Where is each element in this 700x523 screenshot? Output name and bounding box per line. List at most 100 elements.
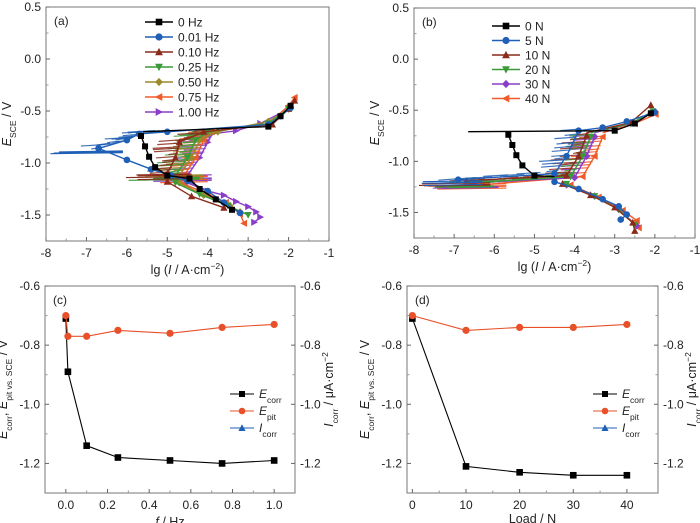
legend-label: 1.00 Hz [178, 106, 219, 120]
data-point [114, 326, 122, 334]
x-tick-label: -3 [609, 243, 620, 257]
noise-spike [159, 163, 174, 167]
y-right-tick-label: -1.0 [300, 397, 321, 411]
x-axis-title: Load / N [509, 512, 556, 523]
data-point [166, 457, 174, 464]
noise-spike [152, 147, 180, 151]
panel-c: 0.0 0.2 0.4 0.6 0.8 1.0 -0.6 -0.6 -0.8 -0.8 -1.0 -1… [0, 279, 340, 523]
data-point [204, 128, 212, 136]
ecorr-spike [59, 150, 123, 153]
y-tick-label: -1.0 [381, 397, 402, 411]
legend-marker [155, 63, 163, 72]
legend-marker [155, 77, 163, 87]
data-point [566, 173, 575, 181]
panel-label: (c) [53, 293, 67, 307]
plot-frame [406, 285, 659, 494]
data-point [83, 442, 90, 449]
data-point [516, 323, 524, 331]
data-point [563, 152, 570, 160]
data-point [519, 162, 526, 169]
noise-spike [573, 138, 596, 141]
data-point [287, 102, 294, 109]
x-tick-label: -2 [283, 246, 294, 260]
noise-spike [559, 154, 581, 157]
x-tick-label: -5 [529, 243, 540, 257]
y-axis-title: ESCE / V [0, 101, 18, 146]
x-tick-label: 0.6 [182, 498, 199, 512]
data-point [615, 203, 623, 210]
x-tick-label: -7 [449, 243, 460, 257]
y-tick-label: -1.5 [20, 208, 41, 222]
data-point [270, 320, 278, 329]
x-tick-label: -4 [569, 243, 580, 257]
data-point [569, 471, 577, 479]
noise-spike [539, 159, 565, 162]
panel-label: (b) [422, 15, 437, 29]
y-tick-label: -1.5 [388, 205, 409, 219]
x-axis-title: f / Hz [155, 515, 184, 523]
legend-label: Ecorr [622, 387, 645, 405]
panel-label: (d) [415, 293, 430, 307]
breakdown-curve [578, 111, 656, 132]
data-point [236, 209, 244, 217]
data-point [171, 154, 179, 161]
data-point [462, 326, 470, 334]
data-point [146, 153, 153, 160]
data-point [123, 156, 131, 164]
data-point [647, 101, 655, 109]
data-point [291, 96, 299, 104]
data-point [218, 323, 226, 331]
data-point [123, 136, 131, 144]
x-tick-label: 0 [409, 498, 416, 512]
x-tick-label: 0.8 [224, 498, 241, 512]
noise-spike [560, 146, 584, 150]
data-point [647, 110, 654, 117]
series-line [65, 318, 275, 464]
data-point [599, 195, 606, 203]
anodic-curve [474, 136, 596, 184]
data-point [228, 206, 235, 213]
y-right-tick-label: -0.6 [663, 279, 684, 293]
noise-spike [549, 167, 573, 171]
legend: 0 N5 N10 N20 N30 N40 N [492, 20, 550, 106]
data-point [265, 123, 272, 130]
y-tick-label: -0.6 [381, 279, 402, 293]
data-point [574, 152, 583, 160]
legend-item: 0 N [492, 20, 544, 34]
data-point [569, 323, 577, 331]
data-point [599, 124, 606, 131]
data-point [590, 152, 598, 160]
cathodic-curve [175, 182, 249, 216]
panel-d: 0 10 20 30 40 -0.6 -0.6 -0.8 -0.8 -1.0 -1.0 -1.2 -1.… [358, 279, 700, 523]
y-tick-label: -0.8 [19, 338, 40, 352]
data-point [575, 185, 582, 193]
data-point [562, 171, 571, 179]
data-point [62, 311, 70, 320]
ecorr-spike [448, 186, 495, 189]
data-point [551, 178, 558, 186]
data-point [233, 197, 240, 206]
legend-marker [238, 424, 246, 431]
legend-marker [155, 108, 164, 116]
data-point [623, 320, 631, 329]
ecorr-spike [436, 181, 483, 184]
data-point [187, 154, 196, 162]
data-point [587, 133, 595, 141]
y-tick-label: 0.0 [24, 52, 41, 66]
legend-item: Icorr [593, 421, 640, 439]
anodic-curve [470, 136, 592, 184]
legend-marker [502, 66, 510, 74]
data-point [632, 217, 640, 225]
noise-spike [541, 162, 563, 165]
legend-label: 40 N [525, 92, 550, 106]
y-tick-label: -0.5 [20, 104, 41, 118]
data-point [629, 218, 637, 226]
anodic-curve [482, 136, 604, 186]
legend-label: 5 N [525, 34, 544, 48]
data-point [218, 460, 226, 467]
noise-spike [175, 147, 198, 151]
anodic-curve [174, 131, 209, 176]
series-e-corr [409, 315, 631, 479]
